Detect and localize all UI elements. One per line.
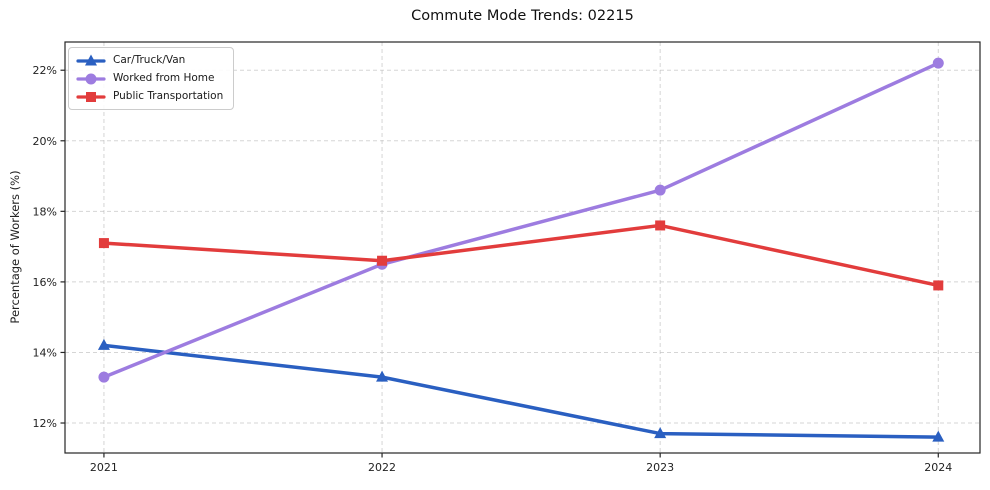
chart-title: Commute Mode Trends: 02215 xyxy=(411,8,634,24)
data-point-marker xyxy=(933,280,944,291)
data-point-marker xyxy=(655,220,666,231)
series-line xyxy=(102,61,941,379)
y-tick-label: 18% xyxy=(33,205,57,218)
y-tick-label: 12% xyxy=(33,417,57,430)
data-point-marker xyxy=(376,370,389,382)
data-point-marker xyxy=(654,427,667,439)
legend-square-marker-icon xyxy=(76,91,106,102)
legend-label: Public Transportation xyxy=(113,90,224,102)
data-point-marker xyxy=(377,255,388,266)
y-tick-label: 14% xyxy=(33,346,57,359)
data-point-marker xyxy=(98,371,110,383)
data-point-marker xyxy=(85,73,97,84)
series-line xyxy=(102,223,941,288)
data-point-marker xyxy=(932,57,944,69)
data-point-marker xyxy=(97,338,110,350)
legend-item-car-truck-van: Car/Truck/Van xyxy=(76,53,223,68)
data-point-marker xyxy=(86,91,96,102)
data-point-marker xyxy=(85,54,97,65)
chart-legend: Car/Truck/Van Worked from Home Public Tr… xyxy=(68,47,235,110)
data-point-marker xyxy=(654,184,666,196)
x-tick-label: 2024 xyxy=(924,461,952,474)
y-tick-label: 16% xyxy=(33,276,57,289)
y-tick-label: 22% xyxy=(33,64,57,77)
legend-circle-marker-icon xyxy=(76,73,106,84)
y-axis-label: Percentage of Workers (%) xyxy=(8,170,22,324)
y-tick-label: 20% xyxy=(33,135,57,148)
series-line xyxy=(102,343,941,439)
legend-item-public-transportation: Public Transportation xyxy=(76,89,223,104)
x-tick-label: 2021 xyxy=(90,461,118,474)
data-point-marker xyxy=(98,238,109,249)
legend-label: Car/Truck/Van xyxy=(113,54,186,66)
plot-border xyxy=(64,41,981,454)
legend-triangle-marker-icon xyxy=(76,54,106,65)
x-tick-label: 2023 xyxy=(646,461,674,474)
x-tick-label: 2022 xyxy=(368,461,396,474)
legend-label: Worked from Home xyxy=(113,72,215,84)
legend-item-worked-from-home: Worked from Home xyxy=(76,71,223,86)
data-point-marker xyxy=(932,430,945,442)
